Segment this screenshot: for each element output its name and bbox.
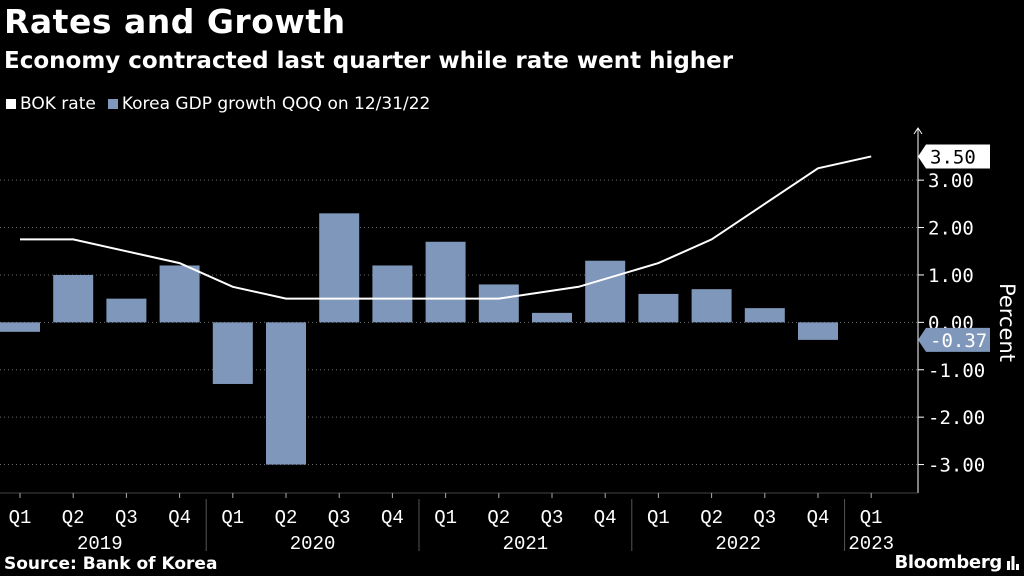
x-tick-label: Q4 xyxy=(594,507,617,529)
x-tick-label: Q2 xyxy=(487,507,510,529)
gdp-bar xyxy=(0,322,40,332)
x-tick-label: Q1 xyxy=(221,507,244,529)
x-tick-label: Q1 xyxy=(860,507,883,529)
x-tick-label: Q4 xyxy=(168,507,191,529)
source-note: Source: Bank of Korea xyxy=(4,554,218,574)
x-tick-label: Q2 xyxy=(62,507,85,529)
legend-item-bok-rate: BOK rate xyxy=(6,94,96,114)
x-year-label: 2022 xyxy=(715,533,761,555)
legend-swatch-line xyxy=(6,99,16,109)
x-year-label: 2023 xyxy=(848,533,894,555)
y-tick-label: 2.00 xyxy=(928,218,974,240)
gdp-bar xyxy=(691,289,732,323)
legend-swatch-bar xyxy=(107,99,118,109)
y-tick-label: -2.00 xyxy=(928,407,985,429)
gdp-bar xyxy=(372,265,413,323)
chart-title: Rates and Growth xyxy=(4,2,346,41)
gdp-bar xyxy=(159,265,200,323)
x-tick-label: Q1 xyxy=(434,507,457,529)
y-axis-arrow-icon xyxy=(913,127,923,135)
x-tick-label: Q3 xyxy=(541,507,564,529)
y-tick-label: -3.00 xyxy=(928,455,985,477)
x-tick-label: Q1 xyxy=(647,507,670,529)
chart-subtitle: Economy contracted last quarter while ra… xyxy=(4,48,734,74)
gdp-bar xyxy=(798,322,838,340)
x-tick-label: Q3 xyxy=(115,507,138,529)
x-tick-label: Q3 xyxy=(753,507,776,529)
x-tick-label: Q4 xyxy=(807,507,830,529)
y-tick-label: 3.00 xyxy=(928,170,974,192)
gdp-bar xyxy=(53,274,94,323)
y-axis-label: Percent xyxy=(995,283,1019,362)
gdp-bar xyxy=(425,241,466,323)
legend-label-bok-rate: BOK rate xyxy=(20,94,96,114)
gdp-bar xyxy=(212,322,253,384)
x-year-label: 2019 xyxy=(77,533,123,555)
gdp-bar xyxy=(106,298,147,323)
gdp-bar xyxy=(319,213,360,323)
gdp-bar xyxy=(266,322,306,465)
gdp-bar xyxy=(585,260,626,323)
legend-item-gdp: Korea GDP growth QOQ on 12/31/22 xyxy=(107,94,431,114)
value-callout xyxy=(918,327,990,352)
gdp-bar xyxy=(744,308,785,323)
value-callout-label: 3.50 xyxy=(930,146,976,168)
gdp-bar xyxy=(638,293,679,323)
gdp-bar xyxy=(478,284,519,323)
bloomberg-logo: Bloomberg xyxy=(894,552,1002,573)
x-year-label: 2020 xyxy=(290,533,336,555)
bloomberg-mark-icon xyxy=(1007,556,1019,570)
x-tick-label: Q2 xyxy=(275,507,298,529)
x-tick-label: Q4 xyxy=(381,507,404,529)
x-year-label: 2021 xyxy=(503,533,549,555)
legend: BOK rate Korea GDP growth QOQ on 12/31/2… xyxy=(6,94,442,114)
x-tick-label: Q2 xyxy=(700,507,723,529)
value-callout-label: -0.37 xyxy=(930,330,987,352)
x-tick-label: Q3 xyxy=(328,507,351,529)
y-tick-label: 1.00 xyxy=(928,265,974,287)
gdp-bar xyxy=(532,312,572,323)
value-callout xyxy=(918,144,990,169)
bok-rate-line xyxy=(20,155,872,300)
x-tick-label: Q1 xyxy=(9,507,32,529)
legend-label-gdp: Korea GDP growth QOQ on 12/31/22 xyxy=(121,94,431,114)
y-tick-label: -1.00 xyxy=(928,360,985,382)
